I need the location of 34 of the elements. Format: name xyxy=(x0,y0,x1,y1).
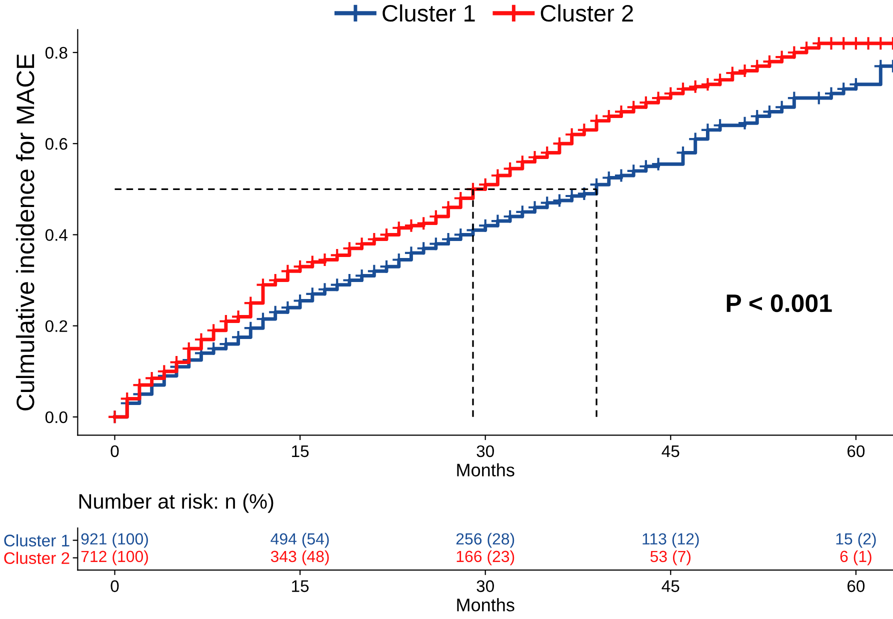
x-tick-label: 30 xyxy=(476,445,494,458)
annotation: P < 0.001 xyxy=(726,294,832,312)
y-tick-label: 0.0 xyxy=(45,411,68,424)
text: 15 (2) xyxy=(836,532,876,548)
y-tick-label: Cluster 1 xyxy=(4,534,70,546)
y-axis-title: Culmulative incidence for MACE xyxy=(16,54,34,410)
x-tick-label: 15 xyxy=(292,580,309,592)
y-tick-label: 0.2 xyxy=(45,320,68,332)
x-tick-label: 30 xyxy=(476,580,494,592)
x-tick-label: 0 xyxy=(110,445,119,458)
text: 921 (100) xyxy=(81,532,148,548)
text: 712 (100) xyxy=(81,550,148,566)
x-tick-label: 60 xyxy=(848,445,865,458)
x-tick-label: 60 xyxy=(848,580,865,592)
text: 113 (12) xyxy=(642,532,699,548)
legend-label: Cluster 2 xyxy=(540,4,633,22)
text: 256 (28) xyxy=(456,532,514,548)
y-tick-label: 0.6 xyxy=(45,138,68,150)
text: 6 (1) xyxy=(840,550,872,566)
chart-title: Number at risk: n (%) xyxy=(79,493,274,513)
text: 166 (23) xyxy=(456,550,514,566)
x-tick-label: 45 xyxy=(662,445,680,458)
x-tick-label: 45 xyxy=(662,580,680,592)
x-tick-label: 15 xyxy=(292,445,309,458)
y-tick-label: Cluster 2 xyxy=(4,552,70,564)
x-tick-label: 0 xyxy=(110,580,119,592)
text: 343 (48) xyxy=(270,550,329,566)
text: 53 (7) xyxy=(650,550,691,566)
text: 494 (54) xyxy=(270,532,329,548)
x-axis-title: Months xyxy=(457,463,514,476)
y-tick-label: 0.8 xyxy=(45,46,68,59)
y-tick-label: 0.4 xyxy=(45,229,68,241)
x-axis-title: Months xyxy=(457,598,514,612)
legend-label: Cluster 1 xyxy=(382,4,475,22)
